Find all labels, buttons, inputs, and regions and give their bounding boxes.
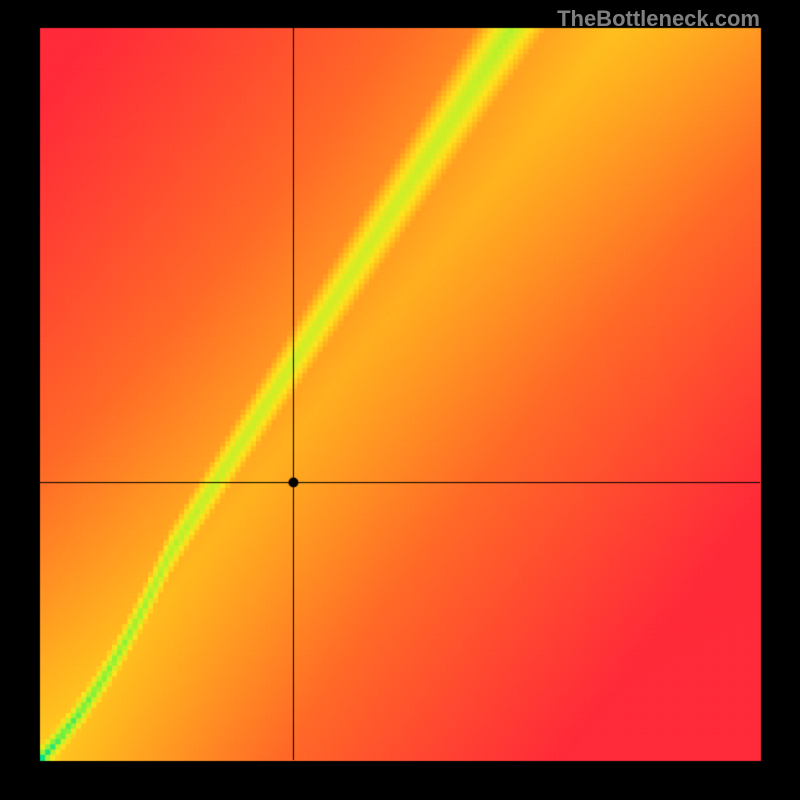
bottleneck-heatmap xyxy=(0,0,800,800)
watermark-text: TheBottleneck.com xyxy=(557,6,760,32)
chart-container: { "watermark": { "text": "TheBottleneck.… xyxy=(0,0,800,800)
